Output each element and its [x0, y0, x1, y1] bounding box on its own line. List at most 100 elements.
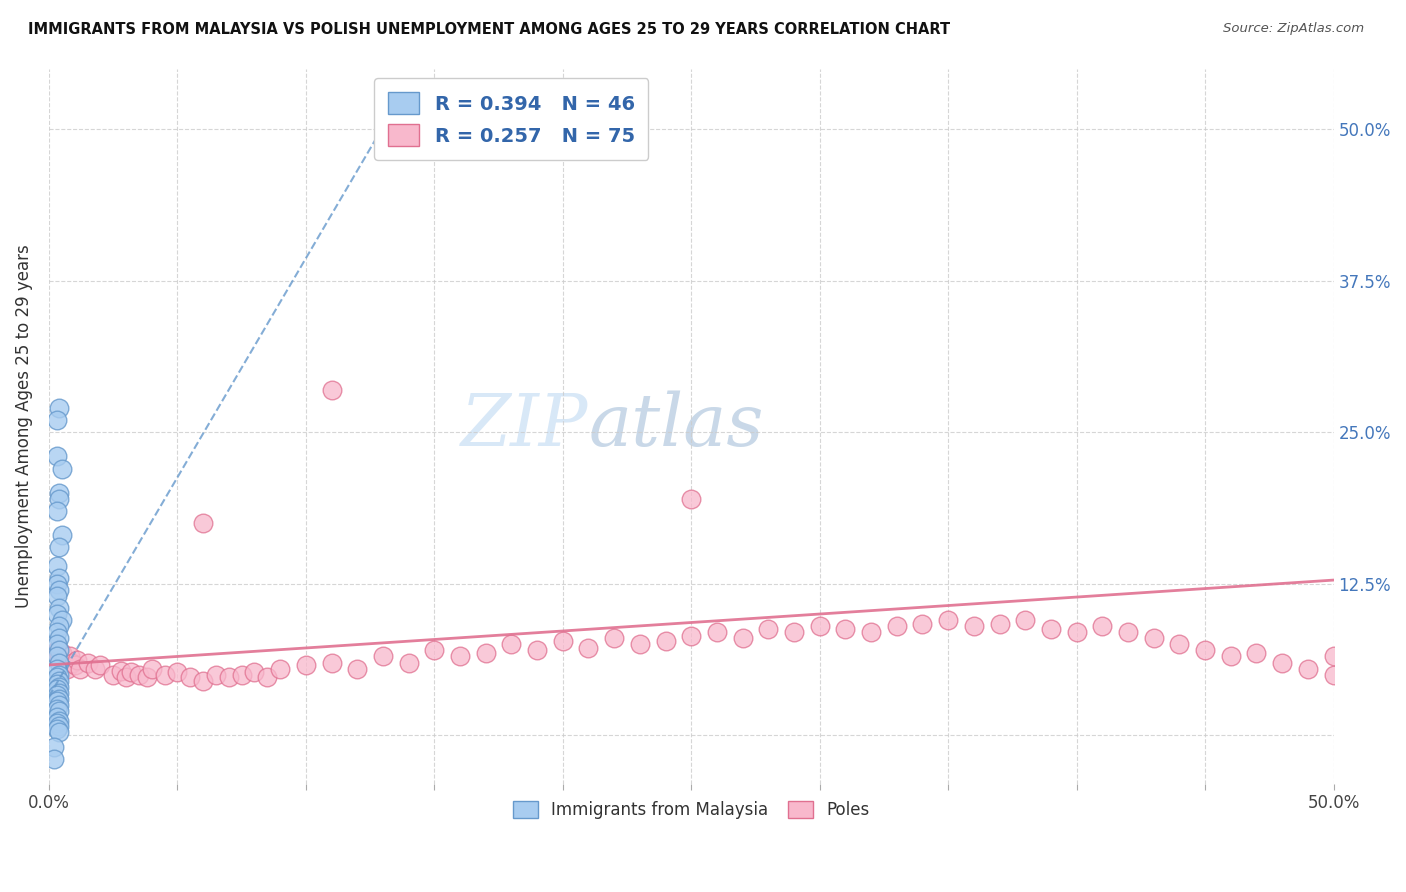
Point — [886, 619, 908, 633]
Point — [205, 667, 228, 681]
Point — [936, 613, 959, 627]
Point — [48, 582, 70, 597]
Point — [103, 667, 125, 681]
Point — [84, 662, 107, 676]
Point — [45, 504, 67, 518]
Point — [48, 691, 70, 706]
Point — [48, 485, 70, 500]
Point — [42, 752, 65, 766]
Point — [191, 673, 214, 688]
Point — [135, 670, 157, 684]
Point — [48, 541, 70, 555]
Point — [371, 649, 394, 664]
Point — [45, 649, 67, 664]
Point — [51, 613, 73, 627]
Point — [1143, 632, 1166, 646]
Point — [501, 637, 523, 651]
Point — [45, 677, 67, 691]
Point — [63, 657, 86, 672]
Text: Source: ZipAtlas.com: Source: ZipAtlas.com — [1223, 22, 1364, 36]
Point — [860, 625, 883, 640]
Point — [45, 694, 67, 708]
Point — [526, 643, 548, 657]
Point — [48, 649, 70, 664]
Point — [48, 401, 70, 415]
Point — [42, 740, 65, 755]
Point — [1296, 662, 1319, 676]
Point — [53, 656, 76, 670]
Point — [48, 619, 70, 633]
Point — [45, 625, 67, 640]
Point — [166, 665, 188, 680]
Point — [808, 619, 831, 633]
Point — [48, 643, 70, 657]
Point — [48, 686, 70, 700]
Point — [45, 701, 67, 715]
Point — [783, 625, 806, 640]
Point — [963, 619, 986, 633]
Point — [48, 680, 70, 694]
Point — [1039, 622, 1062, 636]
Point — [48, 491, 70, 506]
Point — [45, 637, 67, 651]
Point — [115, 670, 138, 684]
Point — [45, 589, 67, 603]
Point — [48, 698, 70, 712]
Point — [1116, 625, 1139, 640]
Point — [321, 656, 343, 670]
Point — [423, 643, 446, 657]
Point — [1322, 667, 1344, 681]
Point — [681, 491, 703, 506]
Point — [834, 622, 856, 636]
Point — [120, 665, 142, 680]
Point — [48, 667, 70, 681]
Point — [218, 670, 240, 684]
Point — [76, 656, 98, 670]
Point — [474, 646, 496, 660]
Point — [48, 673, 70, 688]
Point — [89, 657, 111, 672]
Point — [449, 649, 471, 664]
Point — [681, 629, 703, 643]
Point — [1271, 656, 1294, 670]
Point — [346, 662, 368, 676]
Point — [756, 622, 779, 636]
Point — [1219, 649, 1241, 664]
Point — [60, 656, 83, 670]
Point — [911, 616, 934, 631]
Point — [45, 643, 67, 657]
Point — [48, 571, 70, 585]
Point — [110, 664, 132, 678]
Point — [128, 667, 150, 681]
Point — [231, 667, 253, 681]
Point — [51, 461, 73, 475]
Point — [48, 718, 70, 732]
Point — [45, 450, 67, 464]
Point — [321, 383, 343, 397]
Point — [45, 682, 67, 697]
Point — [1194, 643, 1216, 657]
Point — [51, 528, 73, 542]
Point — [706, 625, 728, 640]
Point — [398, 656, 420, 670]
Point — [269, 662, 291, 676]
Point — [1322, 649, 1344, 664]
Point — [1091, 619, 1114, 633]
Point — [48, 632, 70, 646]
Point — [603, 632, 626, 646]
Y-axis label: Unemployment Among Ages 25 to 29 years: Unemployment Among Ages 25 to 29 years — [15, 244, 32, 608]
Point — [654, 633, 676, 648]
Text: IMMIGRANTS FROM MALAYSIA VS POLISH UNEMPLOYMENT AMONG AGES 25 TO 29 YEARS CORREL: IMMIGRANTS FROM MALAYSIA VS POLISH UNEMP… — [28, 22, 950, 37]
Point — [1246, 646, 1268, 660]
Point — [69, 662, 91, 676]
Point — [1014, 613, 1036, 627]
Point — [191, 516, 214, 530]
Legend: Immigrants from Malaysia, Poles: Immigrants from Malaysia, Poles — [506, 794, 876, 825]
Point — [45, 413, 67, 427]
Point — [48, 724, 70, 739]
Point — [48, 656, 70, 670]
Point — [45, 576, 67, 591]
Point — [48, 714, 70, 728]
Point — [256, 670, 278, 684]
Point — [45, 670, 67, 684]
